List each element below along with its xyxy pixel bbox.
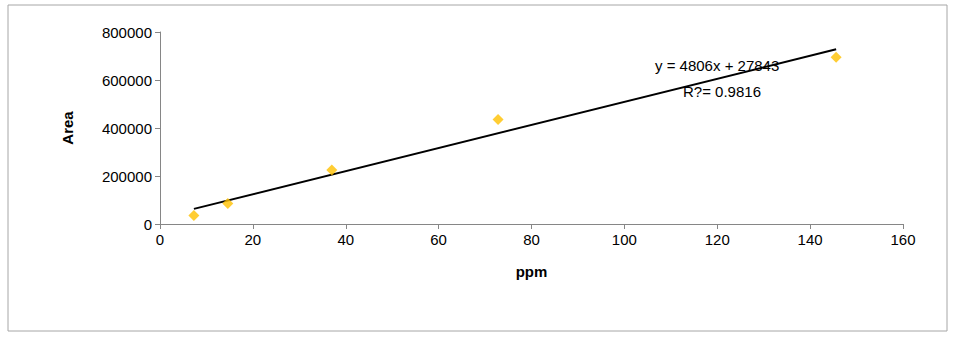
svg-text:20: 20: [245, 231, 262, 248]
svg-text:600000: 600000: [102, 72, 152, 89]
svg-text:60: 60: [430, 231, 447, 248]
svg-text:40: 40: [337, 231, 354, 248]
svg-text:R?= 0.9816: R?= 0.9816: [683, 83, 761, 100]
svg-text:ppm: ppm: [516, 263, 548, 280]
svg-text:140: 140: [798, 231, 823, 248]
svg-text:120: 120: [705, 231, 730, 248]
svg-text:800000: 800000: [102, 24, 152, 41]
svg-text:0: 0: [156, 231, 164, 248]
svg-text:400000: 400000: [102, 120, 152, 137]
svg-text:160: 160: [890, 231, 915, 248]
svg-text:200000: 200000: [102, 168, 152, 185]
svg-text:y = 4806x + 27843: y = 4806x + 27843: [655, 57, 779, 74]
svg-text:100: 100: [612, 231, 637, 248]
svg-text:0: 0: [144, 216, 152, 233]
svg-text:Area: Area: [59, 111, 76, 145]
svg-text:80: 80: [523, 231, 540, 248]
